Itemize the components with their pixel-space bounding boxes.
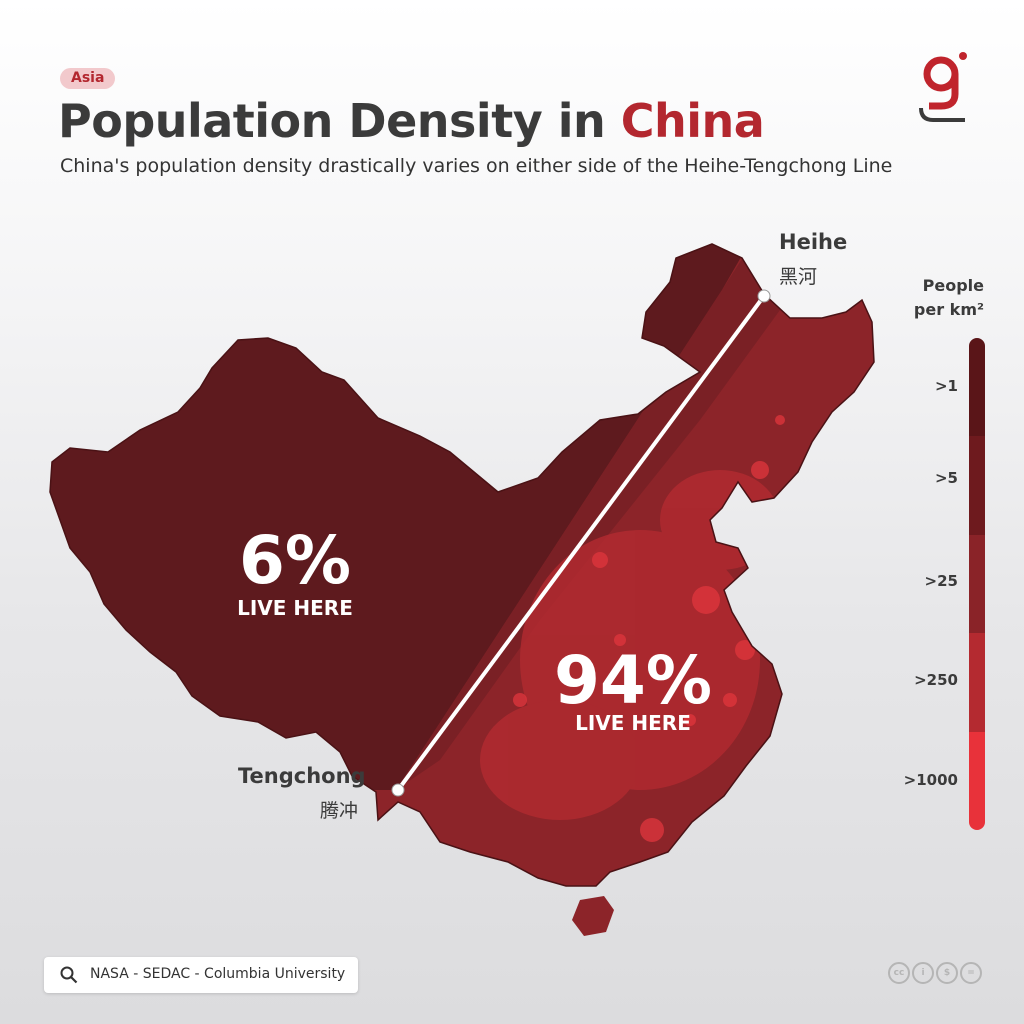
source-text: NASA - SEDAC - Columbia University	[90, 966, 346, 982]
hainan-island	[572, 896, 614, 936]
cc-icon: cc	[888, 962, 910, 984]
legend-swatch-1000	[969, 731, 985, 830]
title-accent: China	[620, 94, 765, 148]
china-outline	[49, 243, 875, 887]
search-icon	[60, 966, 78, 984]
cc-by-icon: i	[912, 962, 934, 984]
legend-color-bar	[969, 338, 985, 830]
creative-commons-icons: cc i $ =	[888, 962, 982, 984]
legend-title: People per km²	[900, 274, 984, 322]
legend-label-25: >25	[924, 572, 958, 590]
page-title: Population Density in China	[58, 94, 765, 148]
east-label: LIVE HERE	[575, 711, 691, 735]
legend-label-5: >5	[934, 469, 958, 487]
page-subtitle: China's population density drastically v…	[60, 155, 893, 177]
tengchong-marker	[391, 783, 405, 797]
east-percent: 94%	[554, 642, 712, 719]
legend-swatch-250	[969, 633, 985, 732]
legend-title-line1: People	[922, 276, 984, 295]
legend-swatch-5	[969, 436, 985, 535]
legend-label-1000: >1000	[903, 771, 958, 789]
legend-swatch-1	[969, 338, 985, 437]
legend-label-1: >1	[934, 377, 958, 395]
tengchong-label: Tengchong	[238, 764, 366, 788]
brand-logo-icon	[919, 52, 967, 122]
west-label: LIVE HERE	[237, 596, 353, 620]
heihe-tengchong-line	[396, 294, 766, 792]
cc-nc-icon: $	[936, 962, 958, 984]
cc-nd-icon: =	[960, 962, 982, 984]
title-main: Population Density in	[58, 94, 621, 148]
legend-title-line2: per km²	[913, 300, 984, 319]
tengchong-label-zh: 腾冲	[320, 800, 359, 822]
region-tag: Asia	[60, 68, 116, 89]
source-box: NASA - SEDAC - Columbia University	[44, 957, 358, 993]
legend-swatch-25	[969, 534, 985, 634]
legend-label-250: >250	[914, 671, 958, 689]
heihe-label: Heihe	[779, 230, 848, 254]
heihe-label-zh: 黑河	[779, 266, 818, 288]
west-percent: 6%	[238, 522, 352, 599]
heihe-marker	[757, 289, 771, 303]
